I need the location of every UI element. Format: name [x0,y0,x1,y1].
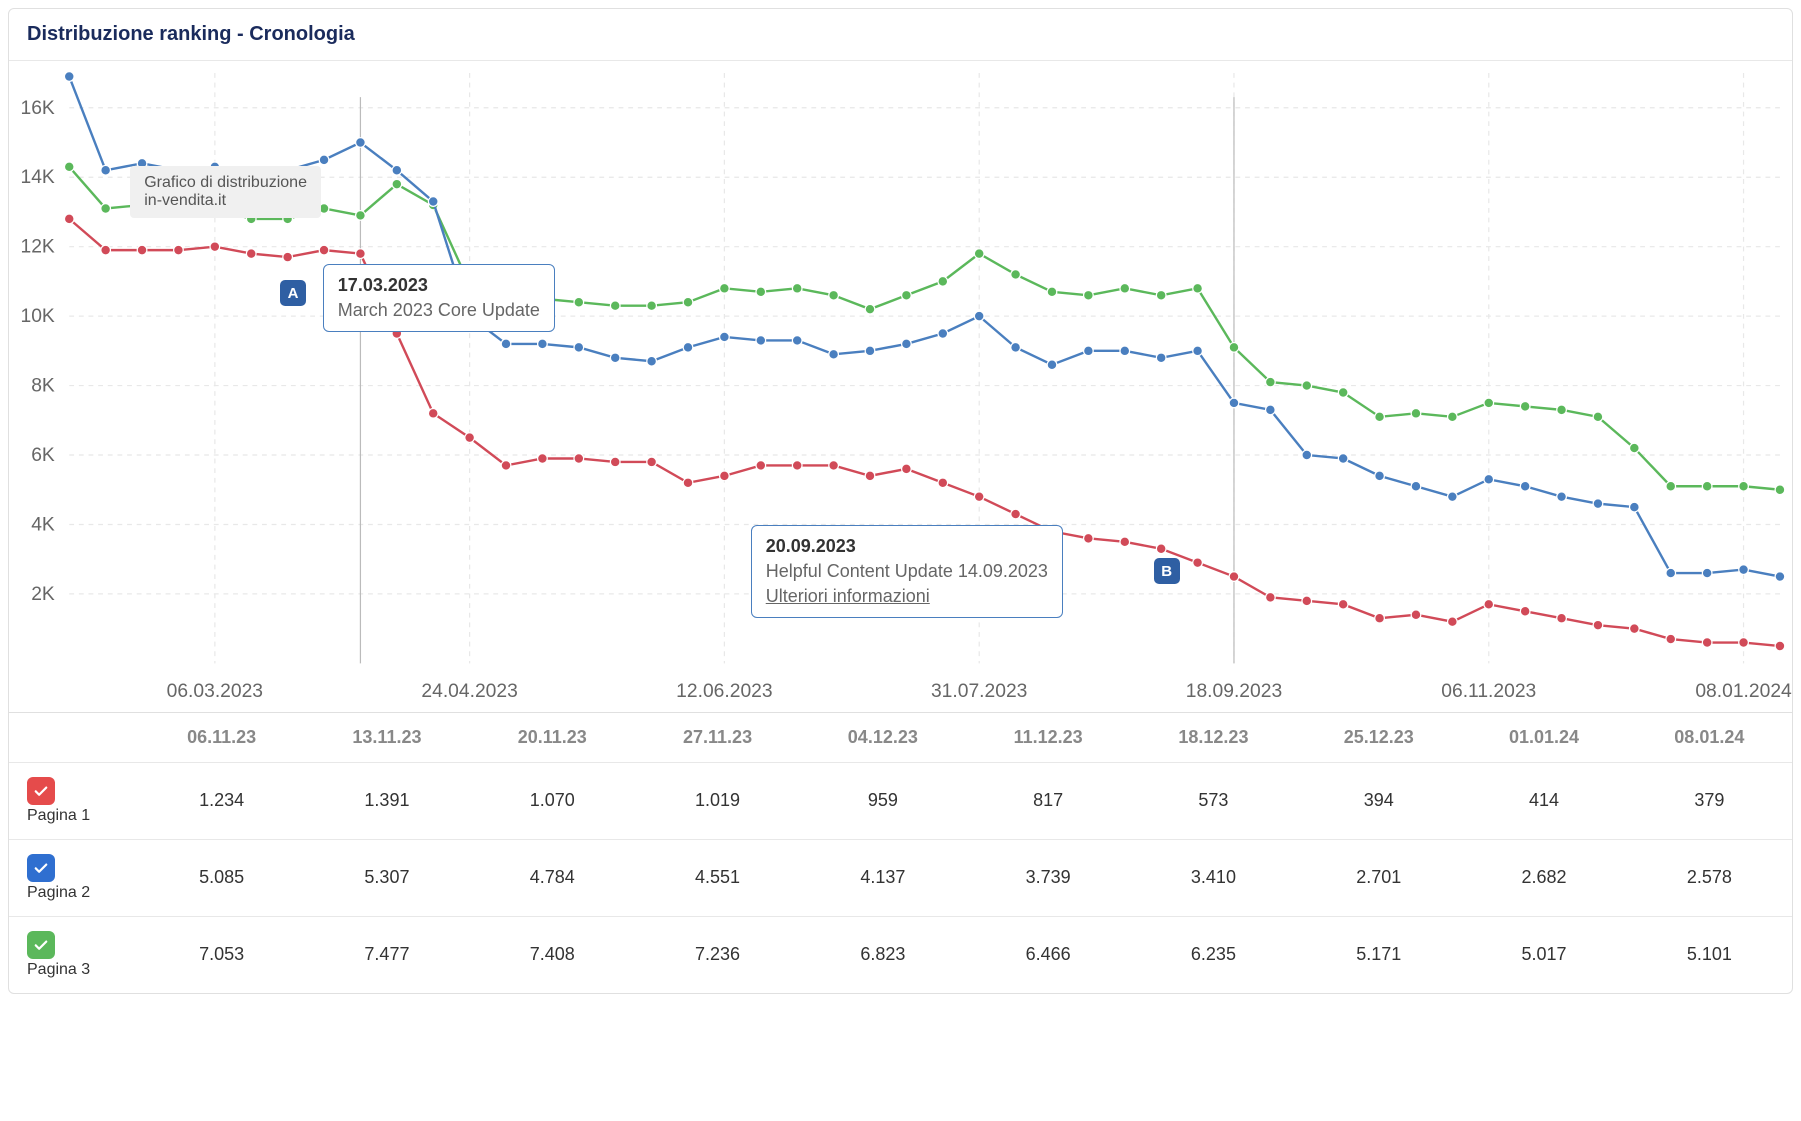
data-table: 06.11.2313.11.2320.11.2327.11.2304.12.23… [9,713,1792,993]
svg-text:12K: 12K [21,237,55,258]
card-header: Distribuzione ranking - Cronologia [9,9,1792,61]
table-cell: 6.823 [800,916,965,993]
svg-text:14K: 14K [21,167,55,188]
table-cell: 573 [1131,762,1296,839]
svg-text:16K: 16K [21,98,55,119]
svg-text:06.03.2023: 06.03.2023 [167,681,263,702]
table-column-header: 27.11.23 [635,713,800,763]
table-cell: 3.739 [965,839,1130,916]
series-toggle-checkbox[interactable] [27,777,55,805]
table-cell: 6.235 [1131,916,1296,993]
card-title: Distribuzione ranking - Cronologia [27,23,1774,46]
data-table-container: 06.11.2313.11.2320.11.2327.11.2304.12.23… [9,712,1792,993]
table-column-header: 08.01.24 [1627,713,1792,763]
table-cell: 1.070 [470,762,635,839]
row-header: Pagina 2 [9,839,139,916]
series-toggle-checkbox[interactable] [27,854,55,882]
svg-text:8K: 8K [31,376,55,397]
svg-text:10K: 10K [21,306,55,327]
svg-text:24.04.2023: 24.04.2023 [421,681,517,702]
table-column-header: 13.11.23 [304,713,469,763]
table-row: Pagina 1 1.2341.3911.0701.019959817573394… [9,762,1792,839]
table-column-header: 01.01.24 [1461,713,1626,763]
series-toggle-checkbox[interactable] [27,931,55,959]
svg-text:31.07.2023: 31.07.2023 [931,681,1027,702]
table-cell: 5.017 [1461,916,1626,993]
svg-text:12.06.2023: 12.06.2023 [676,681,772,702]
svg-text:2K: 2K [31,584,55,605]
table-cell: 4.137 [800,839,965,916]
table-cell: 1.391 [304,762,469,839]
table-column-header: 11.12.23 [965,713,1130,763]
table-column-header: 18.12.23 [1131,713,1296,763]
table-cell: 2.701 [1296,839,1461,916]
row-header: Pagina 1 [9,762,139,839]
row-label: Pagina 3 [27,961,90,979]
table-column-header: 20.11.23 [470,713,635,763]
chart-container: 2K 4K 6K 8K 10K 12K 14K 16K 06.03.2023 24.04.2023… [9,61,1792,712]
table-cell: 6.466 [965,916,1130,993]
table-cell: 959 [800,762,965,839]
table-cell: 5.085 [139,839,304,916]
table-cell: 2.578 [1627,839,1792,916]
table-cell: 414 [1461,762,1626,839]
svg-text:4K: 4K [31,514,55,535]
svg-text:18.09.2023: 18.09.2023 [1186,681,1282,702]
svg-text:6K: 6K [31,445,55,466]
table-column-header: 25.12.23 [1296,713,1461,763]
ranking-distribution-card: Distribuzione ranking - Cronologia 2K 4K 6… [8,8,1793,994]
table-cell: 7.408 [470,916,635,993]
table-column-header: 04.12.23 [800,713,965,763]
row-label: Pagina 2 [27,884,90,902]
table-row: Pagina 3 7.0537.4777.4087.2366.8236.4666.… [9,916,1792,993]
svg-text:08.01.2024: 08.01.2024 [1695,681,1792,702]
table-cell: 394 [1296,762,1461,839]
table-corner [9,713,139,763]
table-cell: 379 [1627,762,1792,839]
row-header: Pagina 3 [9,916,139,993]
table-cell: 4.784 [470,839,635,916]
table-cell: 5.307 [304,839,469,916]
table-cell: 817 [965,762,1130,839]
table-cell: 2.682 [1461,839,1626,916]
table-column-header: 06.11.23 [139,713,304,763]
line-chart[interactable]: 2K 4K 6K 8K 10K 12K 14K 16K 06.03.2023 24.04.2023… [9,61,1792,712]
table-cell: 1.019 [635,762,800,839]
row-label: Pagina 1 [27,807,90,825]
table-cell: 7.477 [304,916,469,993]
table-cell: 7.236 [635,916,800,993]
table-cell: 1.234 [139,762,304,839]
table-cell: 7.053 [139,916,304,993]
table-cell: 5.101 [1627,916,1792,993]
table-cell: 5.171 [1296,916,1461,993]
table-cell: 3.410 [1131,839,1296,916]
table-cell: 4.551 [635,839,800,916]
svg-text:06.11.2023: 06.11.2023 [1441,681,1536,702]
table-row: Pagina 2 5.0855.3074.7844.5514.1373.7393.… [9,839,1792,916]
